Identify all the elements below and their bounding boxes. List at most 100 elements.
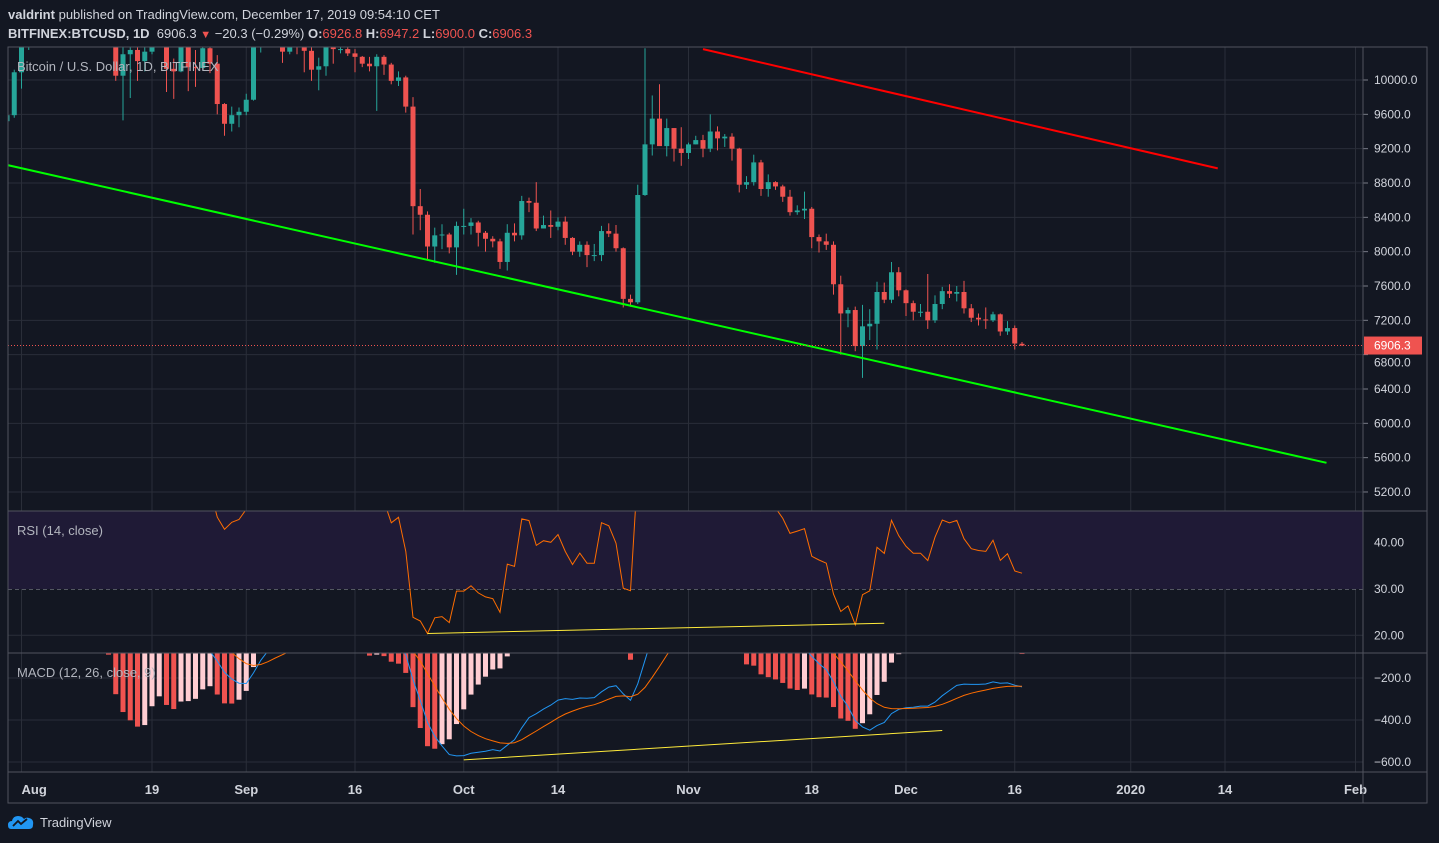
macd-histogram-bar: [881, 653, 887, 682]
triangle-down-icon: ▼: [200, 29, 212, 41]
macd-histogram-bar: [468, 653, 474, 695]
publisher-name[interactable]: valdrint: [8, 7, 55, 22]
high-value: 6947.2: [379, 26, 420, 41]
candle: [185, 47, 191, 92]
brand-name: TradingView: [40, 814, 112, 830]
macd-histogram-bar: [758, 653, 764, 675]
candle: [120, 47, 126, 121]
macd-histogram-bar: [367, 653, 372, 656]
candle: [584, 241, 590, 268]
candle: [671, 128, 677, 162]
macd-histogram-bar: [874, 653, 880, 695]
price-trendline[interactable]: [7, 164, 1327, 464]
rsi-legend[interactable]: RSI (14, close): [17, 523, 103, 538]
x-tick-label: 19: [145, 782, 159, 797]
candle: [780, 184, 786, 202]
macd-panel[interactable]: [7, 511, 1025, 761]
chart-title: Bitcoin / U.S. Dollar, 1D, BITFINEX: [17, 59, 219, 74]
candle: [715, 126, 720, 151]
macd-histogram-bar: [396, 653, 401, 664]
candle: [751, 154, 757, 186]
candle: [823, 233, 829, 250]
last-price-badge: [1364, 336, 1422, 355]
y-tick-label: 8800.0: [1374, 176, 1411, 190]
close-label: C:: [478, 26, 493, 41]
macd-histogram-bar: [374, 653, 380, 655]
candle: [157, 0, 162, 28]
candle: [599, 225, 604, 262]
x-tick-label: 14: [1218, 782, 1233, 797]
macd-trendline[interactable]: [463, 730, 943, 761]
macd-histogram-bar: [765, 653, 771, 678]
candle: [918, 304, 923, 317]
candle: [874, 281, 880, 350]
candle: [628, 294, 633, 307]
macd-histogram-bar: [214, 653, 220, 695]
candle: [266, 13, 271, 46]
macd-histogram-bar: [831, 653, 836, 708]
candle: [889, 261, 894, 304]
candle: [533, 182, 539, 232]
candle: [932, 295, 938, 323]
price-trendline[interactable]: [702, 48, 1218, 170]
candle: [990, 311, 996, 323]
axes: Aug 19 Sep 16 Oct 14 Nov 18 Dec 16 2020 14 Feb 10000.…: [7, 46, 1428, 804]
candle: [490, 236, 496, 248]
candle: [296, 47, 298, 55]
macd-histogram-bar: [1019, 653, 1025, 655]
candle: [707, 114, 713, 153]
symbol: BITFINEX:BTCUSD, 1D: [8, 26, 150, 41]
y-tick-label: 5200.0: [1374, 485, 1411, 499]
candle: [606, 223, 612, 238]
footer-brand[interactable]: TradingView: [8, 813, 112, 831]
price-change: −20.3 (−0.29%): [214, 26, 305, 41]
symbol-info: BITFINEX:BTCUSD, 1D 6906.3 ▼ −20.3 (−0.2…: [8, 26, 532, 41]
candle: [577, 241, 583, 257]
macd-histogram-bar: [809, 653, 815, 695]
macd-histogram-bar: [164, 653, 169, 705]
macd-histogram-bar: [200, 653, 206, 690]
candle: [736, 147, 742, 193]
candle: [678, 127, 684, 166]
candle: [374, 54, 380, 111]
macd-histogram-bar: [207, 653, 213, 687]
candle: [483, 231, 488, 252]
macd-histogram-bar: [403, 653, 409, 673]
candle: [831, 241, 836, 295]
candle: [765, 174, 771, 197]
macd-legend[interactable]: MACD (12, 26, close, 9): [17, 665, 156, 680]
candle: [910, 300, 916, 321]
macd-histogram-bar: [142, 653, 148, 726]
x-tick-label: Sep: [234, 782, 258, 797]
y-tick-label: 8000.0: [1374, 245, 1411, 259]
macd-histogram-bar: [236, 653, 242, 700]
candle: [28, 47, 30, 50]
candle: [229, 106, 235, 132]
macd-histogram-bar: [483, 653, 488, 677]
candle: [446, 232, 452, 254]
rsi-panel[interactable]: [8, 265, 1363, 635]
x-tick-label: 16: [1008, 782, 1022, 797]
candle: [403, 75, 409, 113]
candle: [809, 207, 815, 249]
candle: [164, 47, 169, 93]
last-price: 6906.3: [156, 26, 197, 41]
macd-histogram-bar: [744, 653, 749, 665]
tradingview-cloud-icon: [8, 816, 34, 829]
rsi-tick-label: 40.00: [1374, 536, 1404, 550]
rsi-trendline[interactable]: [427, 622, 885, 634]
open-label: O:: [307, 26, 323, 41]
candle: [330, 47, 336, 64]
price-panel[interactable]: [5, 0, 1364, 464]
last-price-label: 6906.3: [1374, 339, 1411, 353]
candle: [961, 280, 967, 314]
x-tick-label: 18: [805, 782, 819, 797]
candle: [939, 286, 945, 310]
macd-histogram-bar: [222, 653, 227, 704]
macd-histogram-bar: [229, 653, 235, 704]
candle: [526, 197, 532, 213]
candle: [432, 227, 438, 263]
rsi-tick-label: 20.00: [1374, 628, 1404, 642]
candle: [519, 195, 525, 240]
